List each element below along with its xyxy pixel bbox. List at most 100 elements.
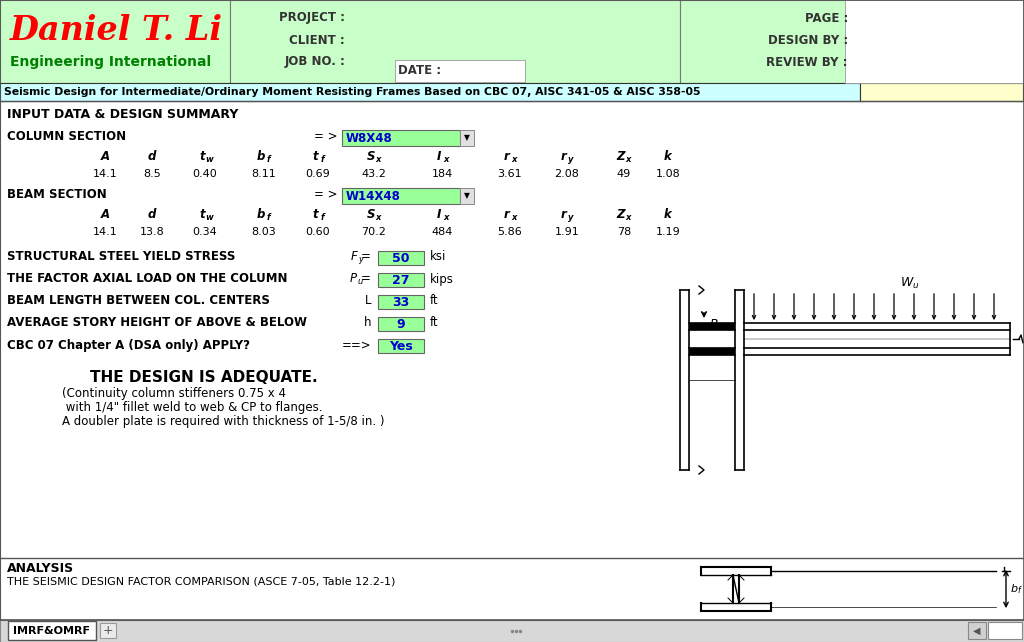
Text: W8X48: W8X48 (346, 132, 393, 144)
Text: REVIEW BY :: REVIEW BY : (767, 55, 848, 69)
Text: =: = (361, 250, 371, 263)
Bar (0, 620, 1024, 642)
Text: S: S (367, 150, 375, 164)
Text: kips: kips (430, 272, 454, 286)
Bar (860, 83, 1023, 101)
Text: 43.2: 43.2 (361, 169, 386, 179)
Text: = >: = > (314, 189, 338, 202)
Text: $W_u$: $W_u$ (900, 275, 920, 291)
Text: h: h (364, 317, 371, 329)
Text: 14.1: 14.1 (92, 169, 118, 179)
Text: 184: 184 (431, 169, 453, 179)
Text: 78: 78 (616, 227, 631, 237)
Text: DATE :: DATE : (398, 64, 441, 78)
Text: PAGE :: PAGE : (805, 12, 848, 24)
Text: d: d (147, 150, 157, 164)
Text: 13.8: 13.8 (139, 227, 165, 237)
Text: b: b (257, 150, 265, 164)
Bar (378, 251, 424, 265)
Text: I: I (437, 150, 441, 164)
Text: x: x (376, 155, 381, 164)
Text: W14X48: W14X48 (346, 189, 400, 202)
Bar (342, 188, 460, 204)
Text: 0.40: 0.40 (193, 169, 217, 179)
Text: A: A (100, 150, 110, 164)
Bar (378, 273, 424, 287)
Text: f: f (321, 155, 324, 164)
Text: 9: 9 (396, 318, 406, 331)
Text: y: y (568, 214, 573, 223)
Text: f: f (266, 214, 269, 223)
Text: P: P (350, 272, 357, 286)
Text: CLIENT :: CLIENT : (289, 33, 345, 46)
Bar (988, 622, 1022, 639)
Text: Daniel T. Li: Daniel T. Li (10, 13, 223, 46)
Text: Engineering International: Engineering International (10, 55, 211, 69)
Bar (342, 130, 460, 146)
Text: I: I (437, 209, 441, 221)
Text: = >: = > (314, 130, 338, 144)
Text: k: k (664, 150, 672, 164)
Polygon shape (689, 323, 735, 330)
Text: x: x (376, 214, 381, 223)
Text: IMRF&OMRF: IMRF&OMRF (13, 626, 90, 636)
Text: BEAM LENGTH BETWEEN COL. CENTERS: BEAM LENGTH BETWEEN COL. CENTERS (7, 295, 270, 308)
Text: Z: Z (616, 209, 626, 221)
Text: t: t (200, 150, 205, 164)
Text: 0.34: 0.34 (193, 227, 217, 237)
Bar (680, 0, 1024, 83)
Text: 0.69: 0.69 (305, 169, 331, 179)
Text: +: + (102, 625, 114, 638)
Text: r: r (561, 150, 567, 164)
Text: $P_u$: $P_u$ (709, 317, 724, 333)
Text: 1.19: 1.19 (655, 227, 680, 237)
Bar (230, 0, 680, 83)
Polygon shape (689, 348, 735, 355)
Bar (460, 130, 474, 146)
Text: S: S (367, 209, 375, 221)
Text: ◀: ◀ (973, 626, 981, 636)
Text: x: x (511, 214, 517, 223)
Bar (100, 623, 116, 638)
Text: 70.2: 70.2 (361, 227, 386, 237)
Text: x: x (626, 155, 631, 164)
Text: BEAM SECTION: BEAM SECTION (7, 189, 106, 202)
Text: 0.60: 0.60 (306, 227, 331, 237)
Text: d: d (147, 209, 157, 221)
Bar (8, 621, 96, 640)
Text: y: y (358, 256, 362, 265)
Text: f: f (321, 214, 324, 223)
Text: =: = (361, 272, 371, 286)
Text: PROJECT :: PROJECT : (279, 12, 345, 24)
Text: A: A (100, 209, 110, 221)
Text: 1.08: 1.08 (655, 169, 680, 179)
Bar (395, 60, 525, 82)
Text: x: x (511, 155, 517, 164)
Text: $b_f$: $b_f$ (1010, 582, 1023, 596)
Text: CBC 07 Chapter A (DSA only) APPLY?: CBC 07 Chapter A (DSA only) APPLY? (7, 338, 250, 352)
Text: w: w (205, 155, 213, 164)
Text: 8.11: 8.11 (252, 169, 276, 179)
Text: Z: Z (616, 150, 626, 164)
Text: F: F (350, 250, 357, 263)
Text: (Continuity column stiffeners 0.75 x 4: (Continuity column stiffeners 0.75 x 4 (62, 388, 286, 401)
Text: k: k (664, 209, 672, 221)
Text: 33: 33 (392, 295, 410, 309)
Text: COLUMN SECTION: COLUMN SECTION (7, 130, 126, 144)
Text: ANALYSIS: ANALYSIS (7, 562, 74, 575)
Text: JOB NO. :: JOB NO. : (284, 55, 345, 69)
Bar (968, 622, 986, 639)
Text: u: u (357, 277, 362, 286)
Text: r: r (504, 150, 510, 164)
Text: 1.91: 1.91 (555, 227, 580, 237)
Bar (0, 0, 230, 83)
Bar (378, 317, 424, 331)
Text: Yes: Yes (389, 340, 413, 352)
Text: L: L (365, 295, 371, 308)
Text: ft: ft (430, 317, 438, 329)
Text: x: x (443, 155, 449, 164)
Text: THE SEISMIC DESIGN FACTOR COMPARISON (ASCE 7-05, Table 12.2-1): THE SEISMIC DESIGN FACTOR COMPARISON (AS… (7, 577, 395, 587)
Text: ▼: ▼ (464, 191, 470, 200)
Text: A doubler plate is required with thickness of 1-5/8 in. ): A doubler plate is required with thickne… (62, 415, 384, 428)
Text: THE DESIGN IS ADEQUATE.: THE DESIGN IS ADEQUATE. (90, 370, 317, 385)
